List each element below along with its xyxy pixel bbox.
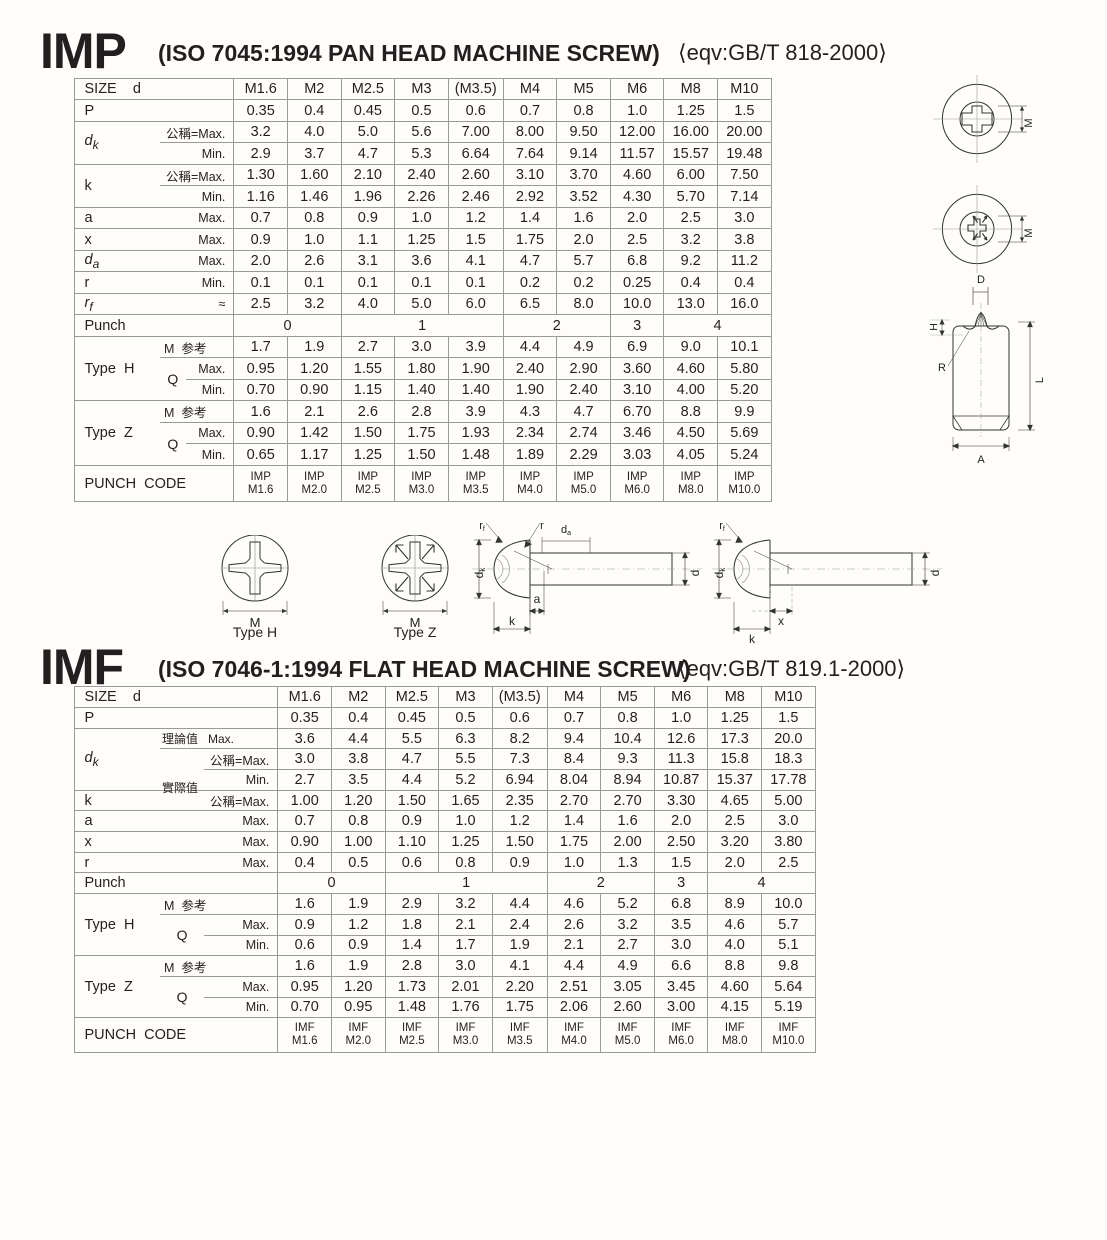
svg-text:M: M [1023,118,1035,127]
svg-text:k: k [509,614,516,628]
svg-text:x: x [778,614,784,628]
svg-text:rf: rf [719,520,725,533]
svg-text:r: r [540,520,544,532]
svg-text:da: da [561,524,571,537]
svg-text:a: a [534,592,541,606]
svg-text:H: H [930,323,940,331]
svg-text:A: A [977,454,985,466]
svg-text:R: R [938,362,946,374]
svg-text:k: k [749,632,756,646]
svg-text:dk: dk [472,567,487,579]
svg-text:dk: dk [712,567,727,579]
svg-text:L: L [1034,377,1046,383]
svg-text:rf: rf [479,520,485,533]
svg-text:D: D [977,274,985,286]
svg-text:d: d [688,570,702,577]
svg-text:M: M [1023,228,1035,237]
svg-text:d: d [928,570,942,577]
